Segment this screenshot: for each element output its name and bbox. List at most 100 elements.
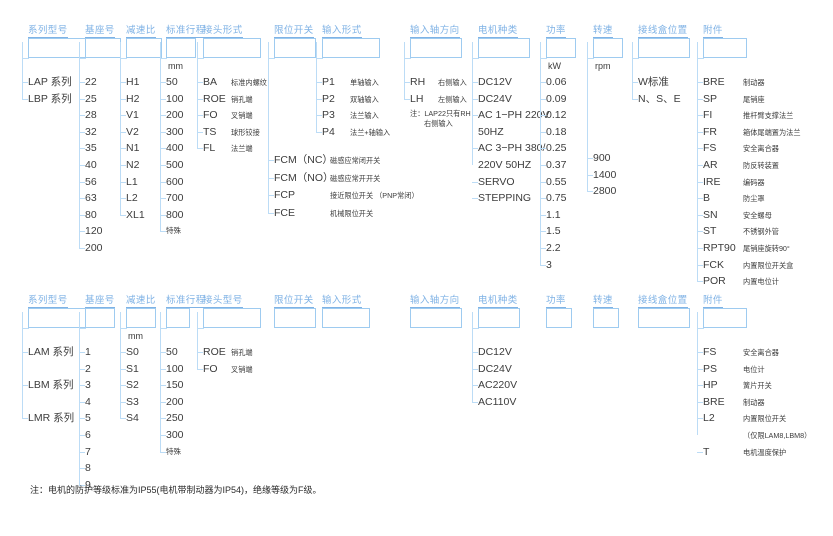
connector-tick	[268, 212, 274, 214]
column-box-series-model[interactable]	[28, 38, 86, 58]
connector-tick	[22, 418, 28, 419]
connector-tick	[316, 115, 322, 117]
column-box-accessories-2[interactable]	[703, 308, 747, 328]
connector-tick	[472, 385, 478, 387]
option-code: TS	[203, 125, 217, 138]
connector-tick	[587, 174, 593, 176]
connector-tick	[540, 181, 546, 183]
connector-tick	[697, 82, 703, 83]
connector-tick	[79, 418, 85, 420]
connector-tick	[22, 352, 28, 353]
connector-tick	[79, 148, 85, 150]
option-code: 50HZ	[478, 125, 504, 138]
column-box-motor-type[interactable]	[478, 38, 530, 58]
column-note-input-shaft-direction: 注：LAP22只有RH	[410, 109, 471, 119]
connector-tick	[120, 214, 126, 216]
column-box-limit-switch[interactable]	[274, 38, 316, 58]
option-code: 200	[166, 395, 184, 408]
column-box-standard-stroke-2[interactable]	[166, 308, 190, 328]
option-code: 1.1	[546, 208, 561, 221]
option-code: AC 1−PH 220V	[478, 109, 550, 122]
column-header-speed-2: 转速	[593, 292, 613, 308]
connector-elbow-standard-stroke-2	[160, 312, 167, 329]
connector-tick	[160, 214, 166, 216]
connector-spine-accessories-2	[697, 328, 698, 435]
connector-tick	[22, 98, 28, 100]
connector-tick	[79, 352, 85, 353]
option-code: LMR 系列	[28, 412, 75, 424]
connector-spine-accessories	[697, 58, 698, 282]
option-code: N2	[126, 158, 140, 171]
column-box-limit-switch-2[interactable]	[274, 308, 316, 328]
option-code: S0	[126, 346, 139, 358]
connector-tick	[160, 82, 166, 83]
connector-tick	[160, 434, 166, 436]
column-box-standard-stroke[interactable]	[166, 38, 196, 58]
column-box-junction-box-position-2[interactable]	[638, 308, 690, 328]
option-code: PS	[703, 362, 718, 375]
connector-tick	[632, 82, 638, 83]
option-code: 32	[85, 125, 97, 138]
column-box-accessories[interactable]	[703, 38, 747, 58]
column-box-power[interactable]	[546, 38, 576, 58]
column-box-base-number-2[interactable]	[85, 308, 115, 328]
column-header-standard-stroke: 标准行程	[166, 22, 206, 38]
connector-tick	[197, 98, 203, 100]
option-desc: 球形铰接	[231, 127, 260, 137]
column-box-series-model-2[interactable]	[28, 308, 86, 328]
option-code: FCM（NO）	[274, 171, 334, 184]
column-box-speed-2[interactable]	[593, 308, 619, 328]
column-box-input-form[interactable]	[322, 38, 380, 58]
option-code: B	[703, 192, 711, 205]
connector-tick	[316, 98, 322, 100]
column-header-base-number-2: 基座号	[85, 292, 115, 308]
column-box-motor-type-2[interactable]	[478, 308, 520, 328]
connector-tick	[160, 368, 166, 370]
option-desc: 双轴输入	[350, 94, 379, 104]
option-code: H1	[126, 76, 140, 88]
column-box-joint-model-2[interactable]	[203, 308, 261, 328]
column-box-reduction-ratio[interactable]	[126, 38, 162, 58]
connector-tick	[79, 247, 85, 249]
column-box-joint-form[interactable]	[203, 38, 261, 58]
option-code: 100	[166, 92, 184, 105]
connector-spine-input-form	[316, 58, 317, 132]
column-box-input-form-2[interactable]	[322, 308, 370, 328]
connector-tick	[79, 214, 85, 216]
option-code: POR	[703, 275, 726, 288]
option-desc: 不锈钢外管	[743, 227, 779, 237]
connector-tick	[160, 385, 166, 387]
connector-tick	[472, 98, 478, 100]
option-code: 63	[85, 192, 97, 205]
unit-label-reduction-ratio-2: mm	[128, 331, 143, 341]
option-code: 7	[85, 445, 91, 458]
option-code: FI	[703, 109, 713, 122]
option-desc: 销孔端	[231, 348, 253, 357]
connector-tick	[268, 195, 274, 196]
column-header-motor-type-2: 电机种类	[478, 292, 518, 308]
option-code: 9	[85, 478, 91, 491]
column-box-base-number[interactable]	[85, 38, 121, 58]
connector-spine-power	[540, 58, 541, 265]
connector-elbow-joint-model-2	[197, 312, 204, 329]
connector-spine-joint-model-2	[197, 328, 198, 369]
connector-tick	[697, 451, 703, 453]
connector-tick	[79, 98, 85, 100]
connector-elbow-input-shaft-direction	[404, 42, 411, 59]
column-header-series-model: 系列型号	[28, 22, 68, 38]
option-code: BRE	[703, 76, 725, 88]
column-header-limit-switch: 限位开关	[274, 22, 314, 38]
column-box-reduction-ratio-2[interactable]	[126, 308, 156, 328]
connector-tick	[404, 98, 410, 100]
connector-tick	[79, 131, 85, 133]
column-box-input-shaft-direction[interactable]	[410, 38, 462, 58]
connector-tick	[697, 98, 703, 100]
column-box-power-2[interactable]	[546, 308, 572, 328]
column-box-input-shaft-direction-2[interactable]	[410, 308, 462, 328]
column-box-junction-box-position[interactable]	[638, 38, 690, 58]
connector-tick	[120, 164, 126, 166]
connector-tick	[79, 368, 85, 370]
column-box-speed[interactable]	[593, 38, 623, 58]
connector-elbow-base-number-2	[79, 312, 86, 329]
connector-spine-base-number-2	[79, 328, 80, 485]
